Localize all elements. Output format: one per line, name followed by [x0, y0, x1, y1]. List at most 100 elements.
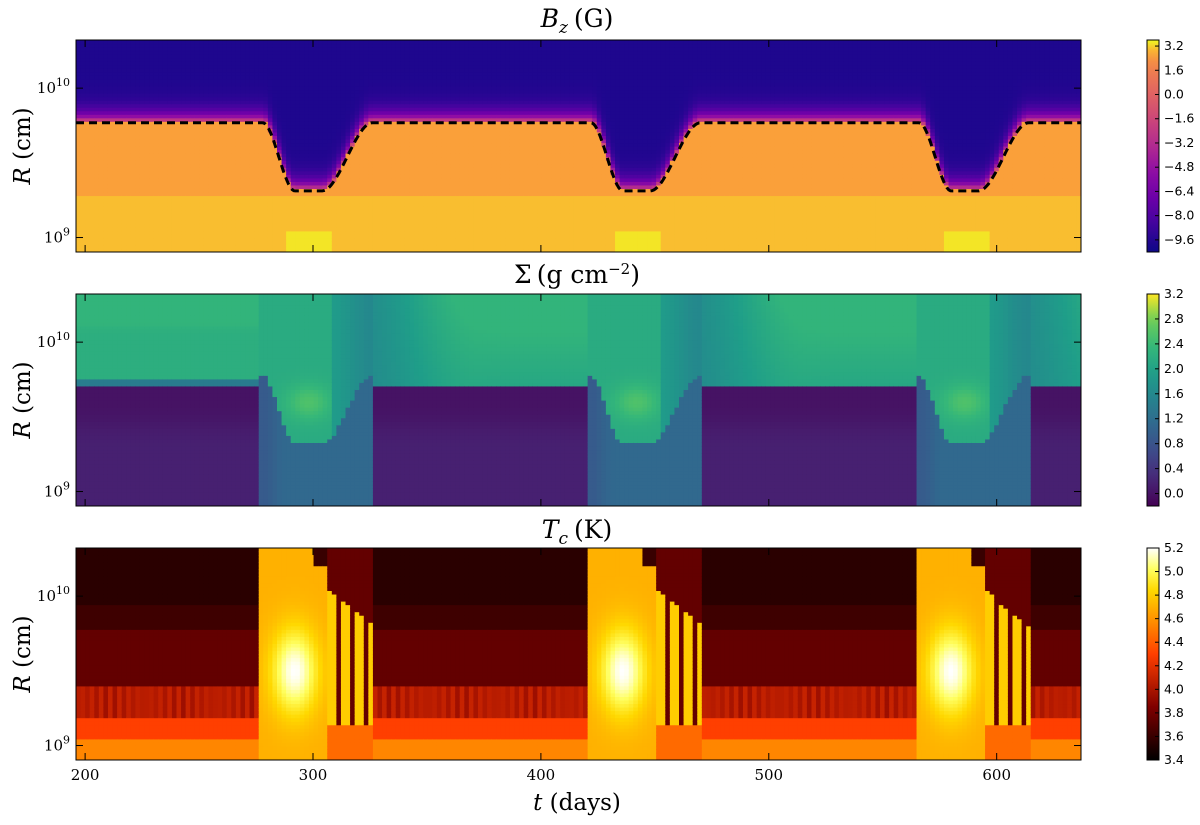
heatmap-cell: [112, 149, 118, 154]
heatmap-cell: [409, 195, 415, 200]
heatmap-cell: [336, 163, 342, 168]
heatmap-cell: [363, 241, 369, 246]
heatmap-cell: [153, 156, 159, 161]
heatmap-cell: [258, 142, 264, 147]
heatmap-cell: [331, 230, 337, 235]
heatmap-cell: [277, 202, 283, 207]
heatmap-cell: [249, 156, 255, 161]
heatmap-cell: [94, 170, 100, 175]
heatmap-cell: [199, 213, 205, 218]
heatmap-cell: [299, 47, 306, 52]
heatmap-cell: [263, 54, 269, 59]
heatmap-cell: [89, 57, 95, 62]
heatmap-cell: [308, 57, 315, 62]
heatmap-cell: [181, 135, 187, 140]
heatmap-cell: [176, 114, 182, 119]
heatmap-cell: [446, 100, 452, 105]
heatmap-cell: [414, 138, 420, 144]
heatmap-cell: [354, 195, 360, 200]
heatmap-cell: [400, 195, 406, 200]
heatmap-cell: [103, 47, 109, 52]
heatmap-cell: [190, 241, 196, 246]
panel-bz-title: Bz (G): [540, 4, 614, 38]
heatmap-cell: [235, 163, 242, 168]
heatmap-cell: [171, 43, 178, 48]
heatmap-cell: [226, 64, 232, 69]
heatmap-cell: [377, 227, 383, 232]
heatmap-cell: [162, 167, 168, 172]
heatmap-cell: [281, 57, 287, 62]
heatmap-cell: [130, 54, 136, 59]
heatmap-cell: [190, 181, 196, 186]
heatmap-cell: [139, 47, 146, 52]
heatmap-cell: [414, 163, 420, 168]
heatmap-cell: [162, 146, 168, 151]
heatmap-cell: [249, 216, 255, 221]
heatmap-cell: [144, 237, 150, 242]
heatmap-cell: [76, 135, 82, 140]
heatmap-cell: [249, 117, 255, 122]
heatmap-cell: [313, 223, 319, 228]
heatmap-cell: [235, 153, 242, 158]
heatmap-cell: [295, 163, 301, 168]
heatmap-cell: [181, 223, 187, 228]
heatmap-cell: [327, 230, 333, 235]
heatmap-cell: [185, 206, 191, 211]
heatmap-cell: [213, 117, 219, 122]
heatmap-cell: [318, 153, 324, 158]
heatmap-cell: [404, 209, 411, 214]
heatmap-cell: [377, 89, 383, 94]
heatmap-cell: [194, 96, 200, 101]
heatmap-cell: [372, 146, 379, 151]
heatmap-cell: [368, 188, 374, 193]
heatmap-cell: [235, 100, 242, 105]
heatmap-cell: [199, 124, 205, 129]
heatmap-cell: [299, 216, 306, 221]
heatmap-cell: [76, 174, 82, 179]
heatmap-cell: [414, 78, 420, 83]
heatmap-cell: [107, 156, 114, 161]
heatmap-cell: [277, 170, 283, 175]
heatmap-cell: [382, 138, 388, 144]
heatmap-cell: [245, 160, 251, 165]
heatmap-cell: [436, 89, 443, 94]
heatmap-cell: [185, 78, 191, 83]
heatmap-cell: [176, 110, 182, 115]
heatmap-cell: [199, 163, 205, 168]
heatmap-cell: [112, 206, 118, 211]
heatmap-cell: [258, 43, 264, 48]
heatmap-cell: [158, 54, 164, 59]
heatmap-cell: [290, 160, 296, 165]
heatmap-cell: [199, 138, 205, 144]
heatmap-cell: [89, 188, 95, 193]
heatmap-cell: [304, 153, 310, 158]
heatmap-cell: [226, 191, 232, 197]
heatmap-cell: [107, 117, 114, 122]
heatmap-cell: [427, 202, 433, 207]
heatmap-cell: [336, 199, 342, 204]
heatmap-cell: [194, 227, 200, 232]
heatmap-cell: [149, 135, 155, 140]
heatmap-cell: [299, 177, 306, 182]
heatmap-cell: [235, 142, 242, 147]
heatmap-cell: [130, 230, 136, 235]
heatmap-cell: [382, 57, 388, 62]
heatmap-cell: [345, 128, 351, 133]
heatmap-cell: [98, 206, 105, 211]
heatmap-cell: [126, 75, 132, 80]
heatmap-cell: [121, 43, 127, 48]
heatmap-cell: [400, 248, 406, 252]
heatmap-cell: [80, 184, 86, 189]
heatmap-cell: [368, 244, 374, 250]
heatmap-cell: [281, 47, 287, 52]
heatmap-cell: [427, 223, 433, 228]
heatmap-cell: [171, 82, 178, 87]
heatmap-cell: [130, 107, 136, 112]
heatmap-cell: [144, 241, 150, 246]
heatmap-cell: [441, 177, 447, 182]
heatmap-cell: [404, 153, 411, 158]
heatmap-cell: [199, 61, 205, 66]
heatmap-cell: [226, 230, 232, 235]
heatmap-cell: [240, 96, 246, 101]
heatmap-cell: [322, 107, 328, 112]
